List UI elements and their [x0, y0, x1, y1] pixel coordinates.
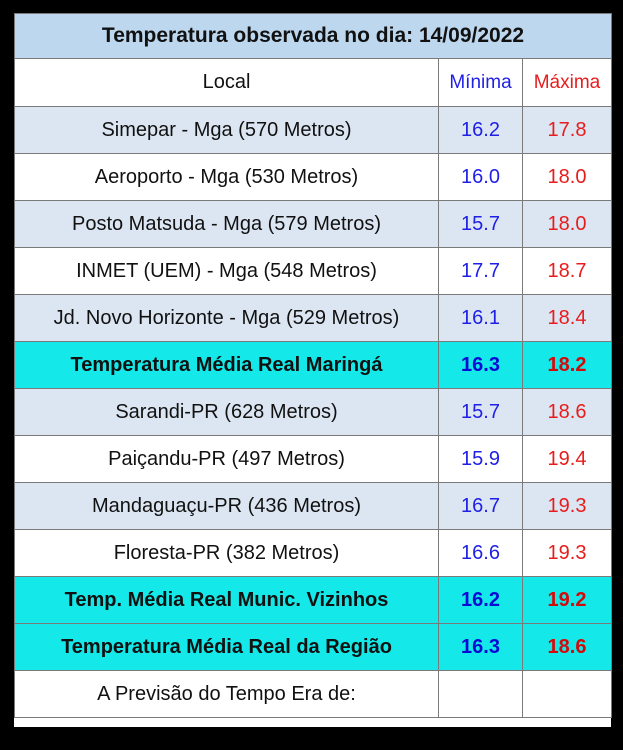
row-local: Simepar - Mga (570 Metros)	[14, 106, 439, 154]
row-min: 17.7	[438, 247, 523, 295]
row-local: Sarandi-PR (628 Metros)	[14, 388, 439, 436]
row-max: 18.0	[522, 153, 612, 201]
average-row-region: Temperatura Média Real da Região 16.3 18…	[14, 623, 612, 671]
row-max: 19.3	[522, 482, 612, 530]
row-max: 18.4	[522, 294, 612, 342]
row-max: 19.2	[522, 576, 612, 624]
row-max: 18.7	[522, 247, 612, 295]
table-row: Sarandi-PR (628 Metros) 15.7 18.6	[14, 388, 612, 436]
row-max: 18.6	[522, 388, 612, 436]
row-max: 19.4	[522, 435, 612, 483]
row-local: Temp. Média Real Munic. Vizinhos	[14, 576, 439, 624]
row-local: Posto Matsuda - Mga (579 Metros)	[14, 200, 439, 248]
forecast-max	[522, 670, 612, 718]
row-min: 16.2	[438, 576, 523, 624]
header-max: Máxima	[522, 58, 612, 107]
row-max: 18.2	[522, 341, 612, 389]
average-row-neighbors: Temp. Média Real Munic. Vizinhos 16.2 19…	[14, 576, 612, 624]
row-min: 16.7	[438, 482, 523, 530]
row-local: Temperatura Média Real Maringá	[14, 341, 439, 389]
temperature-table: Temperatura observada no dia: 14/09/2022…	[14, 13, 612, 718]
table-row: Aeroporto - Mga (530 Metros) 16.0 18.0	[14, 153, 612, 201]
table-row: Mandaguaçu-PR (436 Metros) 16.7 19.3	[14, 482, 612, 530]
header-local: Local	[14, 58, 439, 107]
row-max: 18.0	[522, 200, 612, 248]
row-max: 19.3	[522, 529, 612, 577]
forecast-row: A Previsão do Tempo Era de:	[14, 670, 612, 718]
row-local: Floresta-PR (382 Metros)	[14, 529, 439, 577]
row-min: 15.9	[438, 435, 523, 483]
table-title-row: Temperatura observada no dia: 14/09/2022	[14, 13, 612, 59]
table-row: Posto Matsuda - Mga (579 Metros) 15.7 18…	[14, 200, 612, 248]
table-row: Jd. Novo Horizonte - Mga (529 Metros) 16…	[14, 294, 612, 342]
row-min: 16.3	[438, 623, 523, 671]
row-min: 15.7	[438, 200, 523, 248]
average-row-maringa: Temperatura Média Real Maringá 16.3 18.2	[14, 341, 612, 389]
row-min: 16.2	[438, 106, 523, 154]
table-title: Temperatura observada no dia: 14/09/2022	[14, 13, 612, 59]
row-min: 16.1	[438, 294, 523, 342]
row-min: 16.6	[438, 529, 523, 577]
row-max: 17.8	[522, 106, 612, 154]
row-max: 18.6	[522, 623, 612, 671]
table-header-row: Local Mínima Máxima	[14, 58, 612, 107]
row-local: Mandaguaçu-PR (436 Metros)	[14, 482, 439, 530]
table-row: Simepar - Mga (570 Metros) 16.2 17.8	[14, 106, 612, 154]
forecast-label: A Previsão do Tempo Era de:	[14, 670, 439, 718]
table-row: Floresta-PR (382 Metros) 16.6 19.3	[14, 529, 612, 577]
forecast-min	[438, 670, 523, 718]
row-local: INMET (UEM) - Mga (548 Metros)	[14, 247, 439, 295]
table-row: INMET (UEM) - Mga (548 Metros) 17.7 18.7	[14, 247, 612, 295]
header-min: Mínima	[438, 58, 523, 107]
row-local: Temperatura Média Real da Região	[14, 623, 439, 671]
temperature-table-frame: Temperatura observada no dia: 14/09/2022…	[14, 13, 612, 727]
row-local: Paiçandu-PR (497 Metros)	[14, 435, 439, 483]
table-row: Paiçandu-PR (497 Metros) 15.9 19.4	[14, 435, 612, 483]
row-min: 16.0	[438, 153, 523, 201]
row-local: Jd. Novo Horizonte - Mga (529 Metros)	[14, 294, 439, 342]
row-min: 16.3	[438, 341, 523, 389]
row-min: 15.7	[438, 388, 523, 436]
row-local: Aeroporto - Mga (530 Metros)	[14, 153, 439, 201]
